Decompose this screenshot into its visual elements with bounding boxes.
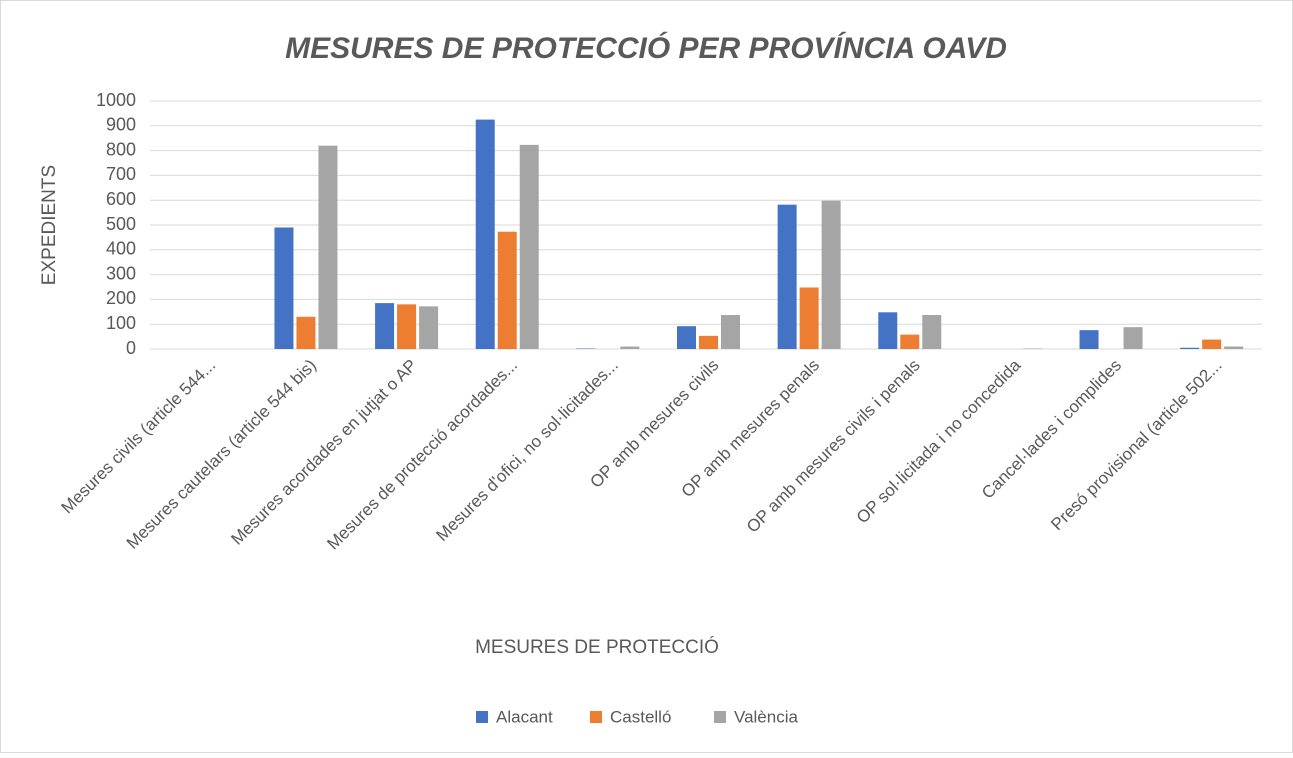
bar	[620, 347, 639, 349]
bar	[721, 315, 740, 349]
bar	[397, 304, 416, 349]
y-tick-label: 700	[106, 164, 136, 184]
bar	[878, 312, 897, 349]
bar	[778, 205, 797, 349]
legend-label: Castelló	[610, 707, 671, 726]
bar	[822, 201, 841, 349]
legend-swatch	[714, 711, 726, 723]
bar	[699, 336, 718, 349]
bar	[476, 120, 495, 349]
y-tick-label: 200	[106, 288, 136, 308]
legend-label: València	[734, 707, 798, 726]
y-axis-title: EXPEDIENTS	[39, 165, 60, 285]
y-tick-label: 800	[106, 139, 136, 159]
bar	[318, 146, 337, 349]
bar	[274, 227, 293, 349]
bar	[900, 335, 919, 349]
x-axis-title: MESURES DE PROTECCIÓ	[475, 636, 719, 658]
chart-title: MESURES DE PROTECCIÓ PER PROVÍNCIA OAVD	[285, 31, 1007, 65]
bar	[1224, 347, 1243, 349]
bar	[922, 315, 941, 349]
bar	[375, 303, 394, 349]
bar	[1124, 327, 1143, 349]
y-tick-label: 300	[106, 263, 136, 283]
bar	[498, 232, 517, 349]
y-tick-label: 1000	[96, 90, 136, 110]
y-tick-label: 400	[106, 239, 136, 259]
bar	[520, 145, 539, 349]
bar	[1180, 348, 1199, 349]
y-tick-label: 0	[126, 338, 136, 358]
bar	[419, 306, 438, 349]
bar	[296, 317, 315, 349]
bar	[800, 287, 819, 349]
legend-swatch	[476, 711, 488, 723]
y-tick-label: 900	[106, 115, 136, 135]
legend-swatch	[590, 711, 602, 723]
legend-label: Alacant	[496, 707, 553, 726]
bar	[677, 326, 696, 349]
bar	[1080, 330, 1099, 349]
y-tick-label: 600	[106, 189, 136, 209]
bar	[1202, 340, 1221, 349]
y-tick-label: 100	[106, 313, 136, 333]
y-tick-label: 500	[106, 214, 136, 234]
